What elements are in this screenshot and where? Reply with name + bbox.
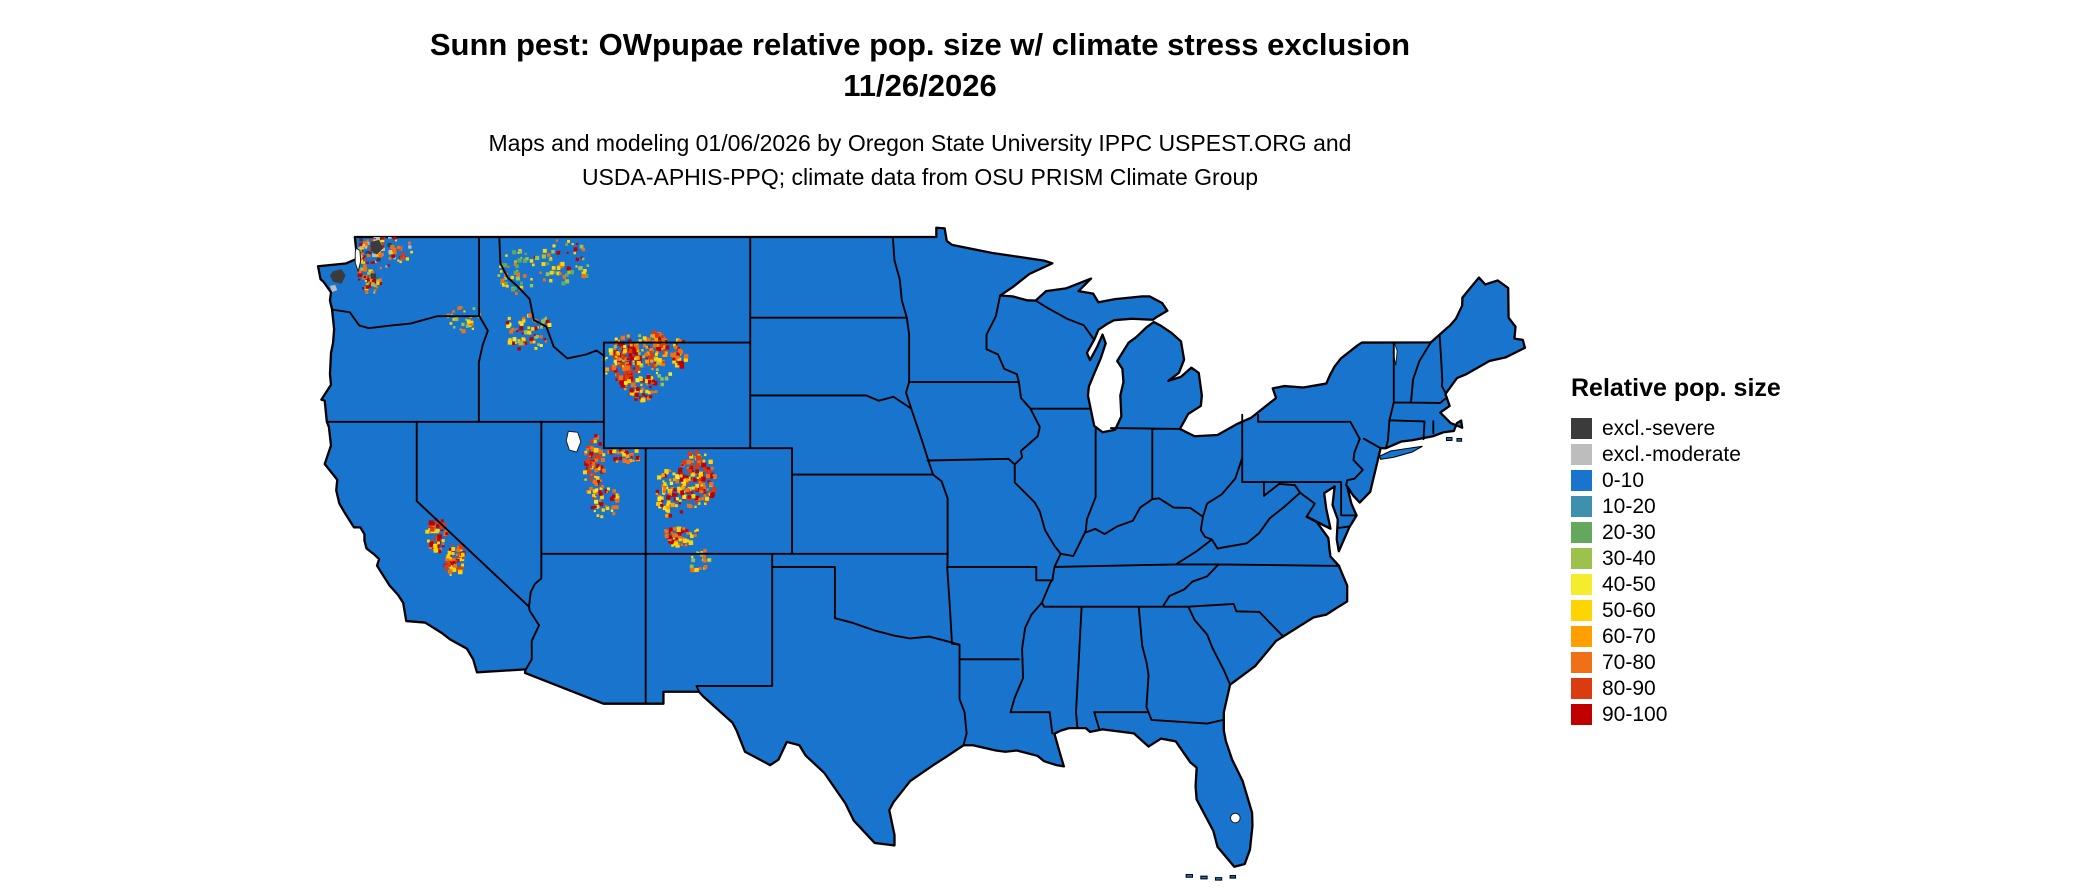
puget-sound — [354, 247, 362, 273]
hotspot-wa-south-cascades — [357, 264, 383, 294]
hotspot-sierra-south — [443, 543, 466, 576]
legend-label: 30-40 — [1602, 546, 1656, 570]
legend-item: 10-20 — [1571, 493, 1881, 519]
legend-swatch — [1571, 573, 1592, 595]
hotspot-co-san-juan — [664, 526, 699, 548]
legend-swatch — [1571, 625, 1592, 647]
map-title-date: 11/26/2026 — [843, 68, 997, 103]
legend-item: 50-60 — [1571, 597, 1881, 623]
legend-item: excl.-moderate — [1571, 441, 1881, 467]
map-subtitle-line2: USDA-APHIS-PPQ; climate data from OSU PR… — [581, 164, 1259, 190]
legend-label: excl.-severe — [1602, 416, 1716, 440]
minor-land — [1456, 438, 1463, 442]
us-map — [316, 226, 1527, 881]
legend-swatch — [1571, 521, 1592, 543]
legend-item: 60-70 — [1571, 623, 1881, 649]
legend-swatch — [1571, 417, 1592, 439]
legend-label: 40-50 — [1602, 572, 1656, 596]
legend-items: excl.-severe excl.-moderate 0-10 10-20 20-30… — [1571, 415, 1881, 727]
legend-swatch — [1571, 469, 1592, 491]
hotspot-id-central — [505, 313, 552, 351]
legend-item: 80-90 — [1571, 675, 1881, 701]
hotspot-uinta — [607, 449, 641, 465]
olympics-severe — [329, 269, 346, 284]
hotspot-wasatch-utah — [582, 434, 606, 500]
lake-okeechobee — [1230, 812, 1241, 824]
exclusion-blobs — [329, 239, 384, 293]
hotspot-or-blue-mountains — [446, 305, 482, 334]
minor-land — [1185, 873, 1193, 878]
minor-land — [1229, 875, 1237, 879]
legend-swatch — [1571, 651, 1592, 673]
rainier-severe — [370, 273, 377, 279]
legend-swatch — [1571, 547, 1592, 569]
minor-land — [1214, 877, 1223, 881]
legend-item: 90-100 — [1571, 701, 1881, 727]
legend-item: 70-80 — [1571, 649, 1881, 675]
legend-swatch — [1571, 703, 1592, 725]
legend-swatch — [1571, 443, 1592, 465]
minor-land — [1445, 436, 1453, 441]
legend-label: 10-20 — [1602, 494, 1656, 518]
nation-land — [316, 226, 1527, 868]
hotspot-utah-south — [590, 484, 620, 519]
map-subtitle-line1: Maps and modeling 01/06/2026 by Oregon S… — [488, 130, 1352, 156]
legend-label: excl.-moderate — [1602, 442, 1741, 466]
legend-label: 90-100 — [1602, 702, 1668, 726]
legend: Relative pop. size excl.-severe excl.-mod… — [1571, 374, 1881, 727]
map-title-block: Sunn pest: OWpupae relative pop. size w/… — [0, 24, 1840, 106]
legend-swatch — [1571, 599, 1592, 621]
minor-land — [1378, 445, 1423, 460]
legend-item: 30-40 — [1571, 545, 1881, 571]
north-cascades-severe — [370, 239, 384, 255]
legend-label: 80-90 — [1602, 676, 1656, 700]
legend-title: Relative pop. size — [1571, 374, 1781, 402]
hotspot-co-west-slope — [655, 469, 690, 518]
legend-item: 0-10 — [1571, 467, 1881, 493]
legend-swatch — [1571, 677, 1592, 699]
legend-label: 70-80 — [1602, 650, 1656, 674]
minor-land — [1200, 875, 1208, 880]
olympics-moderate — [329, 284, 338, 293]
map-subtitle-block: Maps and modeling 01/06/2026 by Oregon S… — [0, 126, 1840, 194]
great-salt-lake — [565, 430, 582, 453]
legend-item: 40-50 — [1571, 571, 1881, 597]
legend-label: 0-10 — [1602, 468, 1645, 492]
hotspot-wind-river — [628, 374, 658, 403]
legend-swatch — [1571, 495, 1592, 517]
hotspot-sierra-north — [425, 518, 449, 554]
legend-label: 20-30 — [1602, 520, 1656, 544]
legend-item: 20-30 — [1571, 519, 1881, 545]
hotspot-nw-montana — [533, 239, 590, 286]
hotspot-bighorn — [670, 338, 689, 369]
state-borders — [325, 236, 1447, 747]
legend-label: 60-70 — [1602, 624, 1656, 648]
legend-item: excl.-severe — [1571, 415, 1881, 441]
legend-label: 50-60 — [1602, 598, 1656, 622]
map-title: Sunn pest: OWpupae relative pop. size w/… — [429, 27, 1411, 62]
